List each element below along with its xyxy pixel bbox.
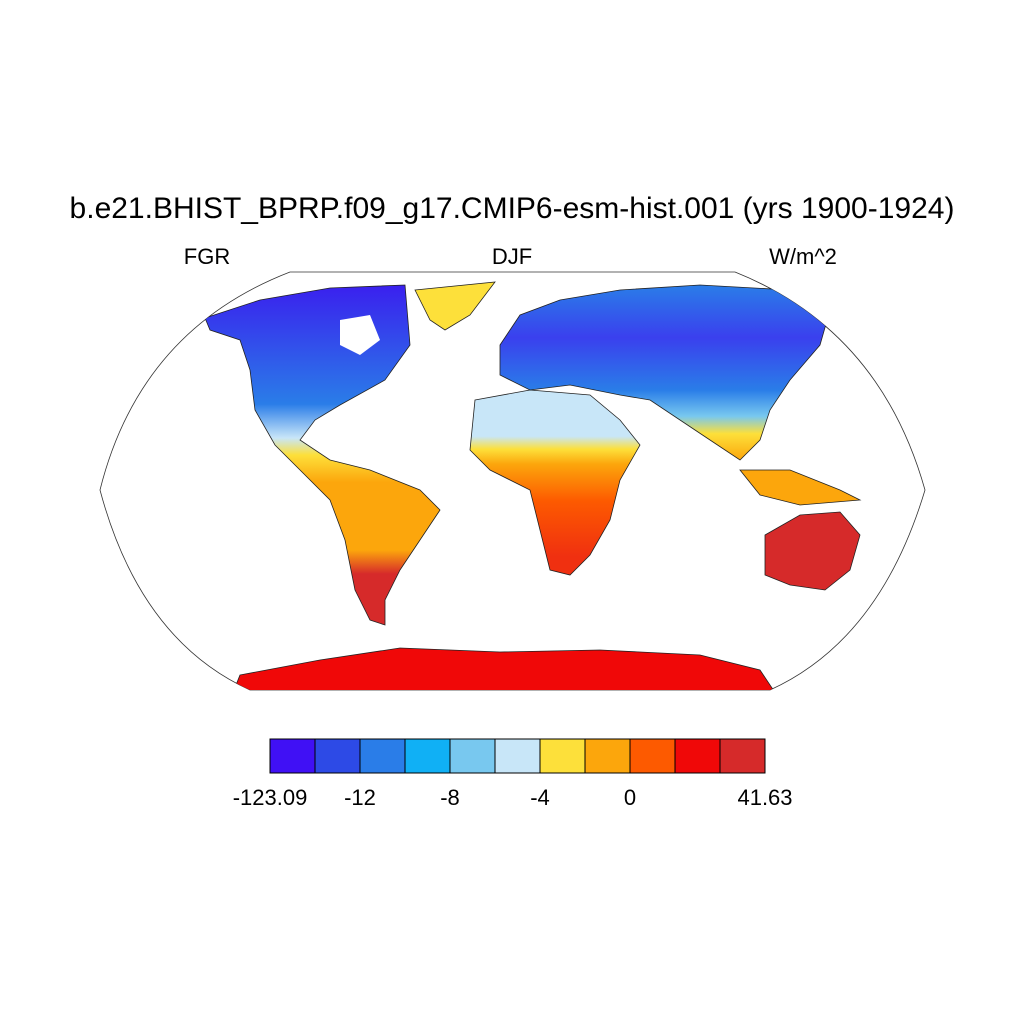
center-subtitle: DJF bbox=[492, 244, 532, 269]
colorbar-box bbox=[404, 738, 451, 774]
colorbar-label: -123.09 bbox=[233, 785, 308, 810]
maritime-continent bbox=[739, 469, 862, 506]
colorbar-label: -4 bbox=[530, 785, 550, 810]
colorbar-box bbox=[269, 738, 316, 774]
antarctica bbox=[229, 647, 781, 690]
greenland bbox=[414, 281, 496, 331]
hudson-bay bbox=[340, 315, 380, 355]
colorbar-label: -12 bbox=[344, 785, 376, 810]
colorbar: -123.09 -12 -8 -4 0 41.63 bbox=[233, 738, 793, 810]
title: b.e21.BHIST_BPRP.f09_g17.CMIP6-esm-hist.… bbox=[70, 192, 955, 225]
colorbar-box bbox=[719, 738, 766, 774]
colorbar-box bbox=[359, 738, 406, 774]
australia bbox=[764, 511, 861, 591]
map bbox=[99, 271, 926, 691]
colorbar-label: -8 bbox=[440, 785, 460, 810]
colorbar-box bbox=[584, 738, 631, 774]
left-subtitle: FGR bbox=[184, 244, 230, 269]
africa bbox=[469, 389, 641, 576]
colorbar-label: 41.63 bbox=[737, 785, 792, 810]
colorbar-box bbox=[314, 738, 361, 774]
colorbar-box bbox=[539, 738, 586, 774]
colorbar-box bbox=[449, 738, 496, 774]
colorbar-box bbox=[629, 738, 676, 774]
colorbar-label: 0 bbox=[624, 785, 636, 810]
colorbar-box bbox=[494, 738, 541, 774]
right-subtitle: W/m^2 bbox=[769, 244, 837, 269]
eurasia bbox=[499, 284, 831, 461]
colorbar-box bbox=[674, 738, 721, 774]
americas bbox=[204, 284, 441, 626]
